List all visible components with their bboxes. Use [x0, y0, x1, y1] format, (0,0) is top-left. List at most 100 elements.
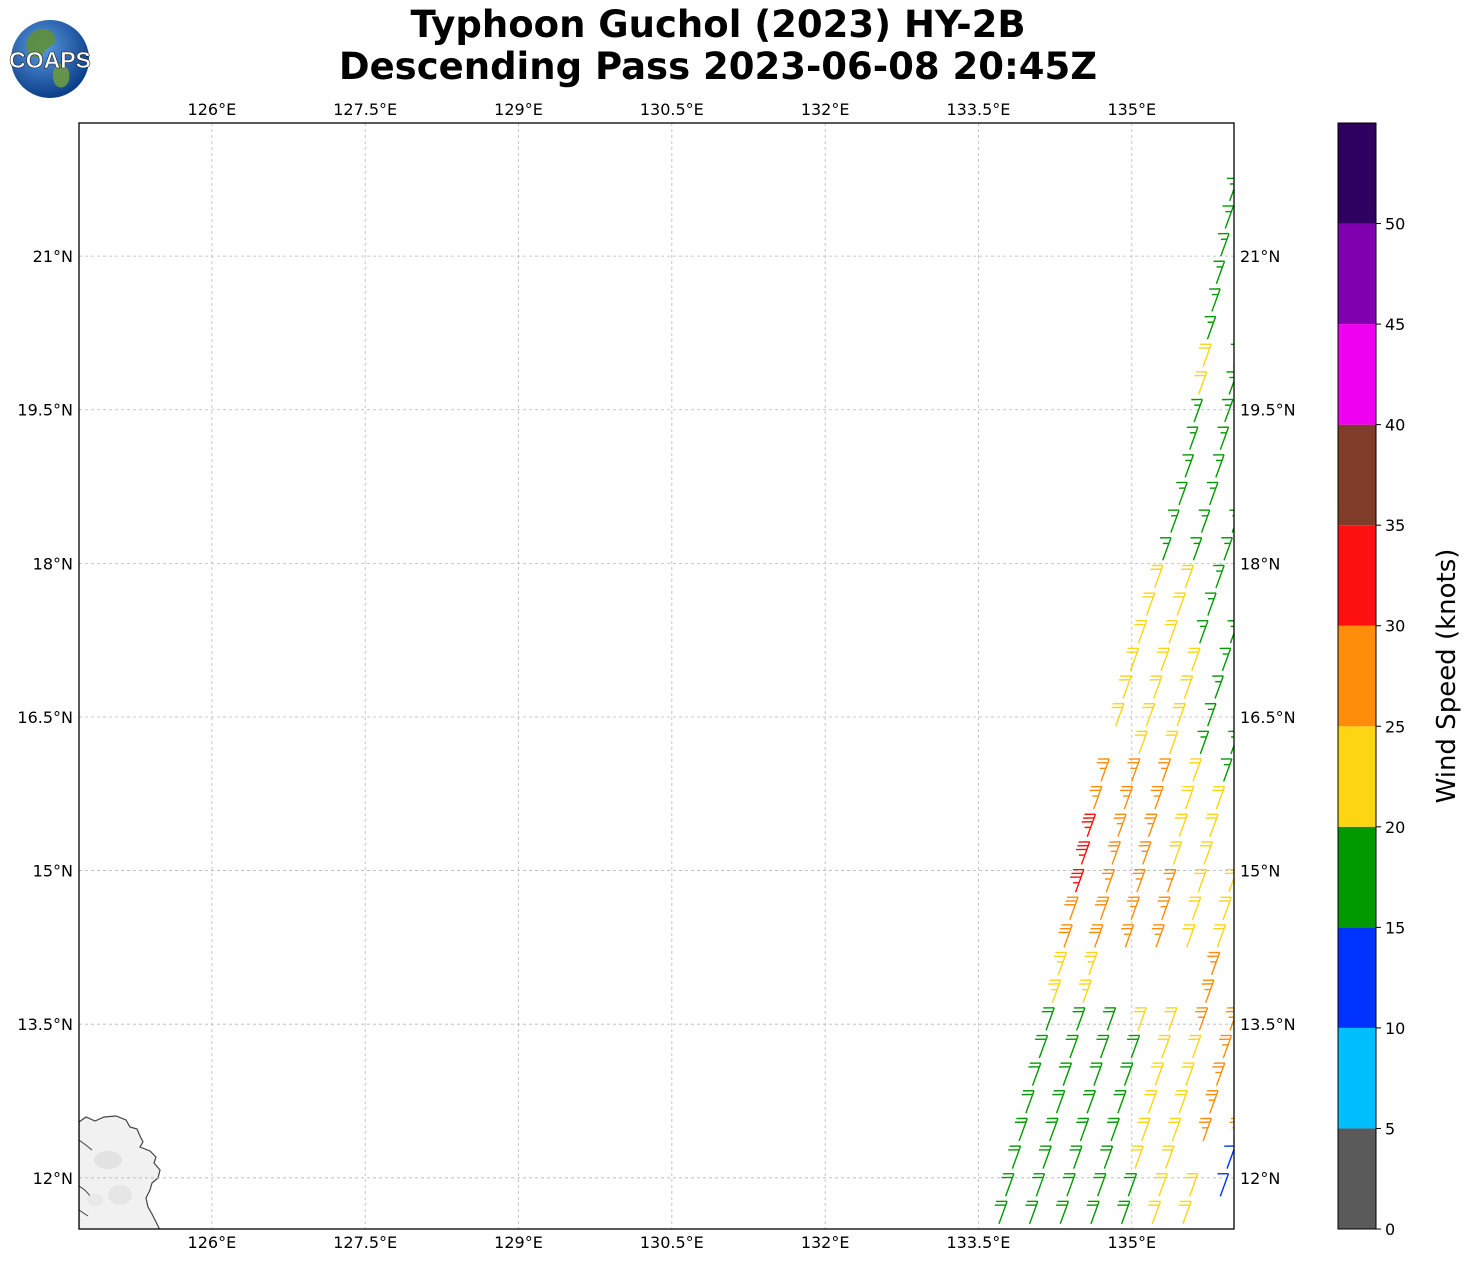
wind-barb: [1126, 896, 1141, 920]
colorbar-bin: [1338, 726, 1376, 827]
wind-barb: [1218, 896, 1232, 920]
wind-barb: [1198, 343, 1212, 367]
lat-tick-label-left: 21°N: [33, 247, 73, 266]
wind-barb: [1144, 813, 1158, 838]
wind-barb: [1065, 1034, 1079, 1059]
wind-barb: [1117, 1200, 1131, 1225]
colorbar-tick-label: 5: [1385, 1119, 1395, 1138]
barb-shaft: [1074, 869, 1085, 893]
barb-shaft: [1130, 896, 1141, 920]
wind-barb: [1134, 619, 1148, 644]
colorbar-tick-label: 45: [1385, 315, 1405, 334]
wind-barb: [1082, 1090, 1097, 1114]
wind-barb: [1169, 841, 1183, 865]
lon-tick-label-top: 130.5°E: [640, 100, 704, 119]
wind-barb: [1199, 841, 1213, 865]
barb-shaft: [1193, 399, 1203, 423]
map-frame: [78, 122, 1235, 1230]
wind-barb: [1213, 260, 1226, 285]
wind-barb: [1222, 205, 1234, 229]
barb-shaft: [1158, 1173, 1168, 1197]
wind-barb: [1156, 647, 1170, 672]
wind-barb: [1127, 758, 1141, 782]
wind-barb: [1150, 785, 1164, 810]
lat-tick-label-right: 15°N: [1240, 862, 1280, 881]
wind-barb: [1196, 619, 1209, 644]
colorbar-bin: [1338, 1128, 1376, 1229]
wind-barb: [1120, 785, 1134, 810]
wind-barb: [1181, 785, 1195, 810]
barb-shaft: [1219, 426, 1230, 450]
wind-barb: [1148, 1200, 1162, 1225]
wind-barb: [1151, 924, 1165, 948]
barb-shaft: [1197, 371, 1208, 395]
barb-shaft: [1233, 363, 1234, 367]
wind-barb: [1021, 1090, 1035, 1114]
lon-tick-label-bottom: 133.5°E: [947, 1233, 1011, 1252]
barb-shaft: [1161, 896, 1171, 920]
wind-barb: [1217, 1172, 1230, 1197]
lat-tick-label-right: 19.5°N: [1240, 401, 1296, 420]
barb-shaft: [1192, 537, 1203, 561]
lat-tick-label-right: 21°N: [1240, 247, 1280, 266]
barb-shaft: [1130, 758, 1141, 782]
wind-barb: [1096, 758, 1110, 782]
wind-barb: [1187, 647, 1201, 672]
wind-barb: [1185, 1172, 1199, 1197]
barb-shaft: [1215, 786, 1226, 810]
lat-tick-label-left: 12°N: [33, 1169, 73, 1188]
wind-barb: [1182, 454, 1195, 478]
wind-barb: [1084, 951, 1098, 976]
barb-shaft: [1188, 1173, 1199, 1197]
barb-shaft: [1123, 1062, 1134, 1086]
wind-barb: [1182, 924, 1196, 948]
wind-barb: [1132, 868, 1146, 893]
wind-barb: [1175, 813, 1189, 838]
wind-barb: [1142, 592, 1156, 616]
wind-barb: [1089, 924, 1104, 948]
lon-tick-label-bottom: 135°E: [1107, 1233, 1156, 1252]
barb-shaft: [1198, 1007, 1209, 1031]
colorbar-tick-label: 30: [1385, 617, 1405, 636]
colorbar-bin: [1338, 223, 1376, 325]
wind-barb: [1138, 841, 1152, 865]
lat-tick-label-right: 13.5°N: [1240, 1015, 1296, 1034]
barb-shaft: [1049, 1118, 1059, 1142]
lat-tick-label-left: 16.5°N: [17, 708, 73, 727]
wind-barb: [1130, 1145, 1144, 1169]
wind-barb: [1181, 1062, 1195, 1086]
wind-barb: [1107, 841, 1121, 865]
barb-shaft: [1224, 205, 1234, 229]
wind-barb: [1174, 1090, 1189, 1114]
wind-barb: [1186, 426, 1199, 450]
wind-barb: [1165, 730, 1179, 755]
wind-barb: [1176, 481, 1188, 506]
wind-barb: [1121, 924, 1135, 948]
barb-shaft: [1051, 979, 1062, 1003]
wind-barb: [1154, 1172, 1168, 1197]
barb-shaft: [1233, 1138, 1234, 1142]
colorbar-tick-label: 10: [1385, 1019, 1405, 1038]
wind-barb: [1064, 896, 1079, 920]
wind-barb: [1070, 868, 1085, 893]
colorbar: 0 5 10 15 20 25 30 35 40 45 50: [1337, 122, 1405, 1239]
barb-shaft: [1207, 592, 1217, 616]
wind-barb: [1229, 509, 1234, 533]
wind-barb: [1069, 1145, 1083, 1169]
wind-barb: [1209, 288, 1221, 312]
colorbar-tick-label: 35: [1385, 516, 1405, 535]
wind-barb: [1134, 730, 1148, 755]
wind-barb: [1188, 1034, 1202, 1059]
lon-tick-label-top: 127.5°E: [333, 100, 397, 119]
wind-barb: [1221, 537, 1233, 561]
wind-barb: [1106, 1117, 1120, 1142]
wind-barb: [1213, 564, 1225, 589]
lon-tick-label-top: 135°E: [1107, 100, 1156, 119]
barb-shaft: [1199, 620, 1209, 644]
wind-barb: [1173, 592, 1187, 616]
barb-shaft: [1199, 731, 1210, 755]
barb-shaft: [1178, 482, 1188, 506]
wind-barb: [1164, 1007, 1178, 1031]
wind-barb: [1221, 398, 1234, 423]
lat-tick-label-right: 16.5°N: [1240, 708, 1296, 727]
